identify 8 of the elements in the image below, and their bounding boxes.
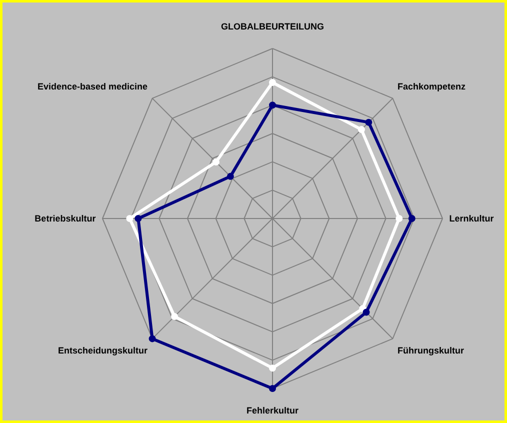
spoke-label: GLOBALBEURTEILUNG [221, 22, 324, 32]
spoke-label: Lernkultur [449, 214, 494, 224]
spoke-label: Entscheidungskultur [58, 346, 148, 356]
spoke-label: Führungskultur [398, 346, 465, 356]
spoke-label: Fachkompetenz [398, 81, 466, 92]
spoke-label: Fehlerkultur [246, 406, 299, 416]
spoke-label: Betriebskultur [34, 214, 96, 224]
spoke-label: Evidence-based medicine [37, 81, 148, 92]
